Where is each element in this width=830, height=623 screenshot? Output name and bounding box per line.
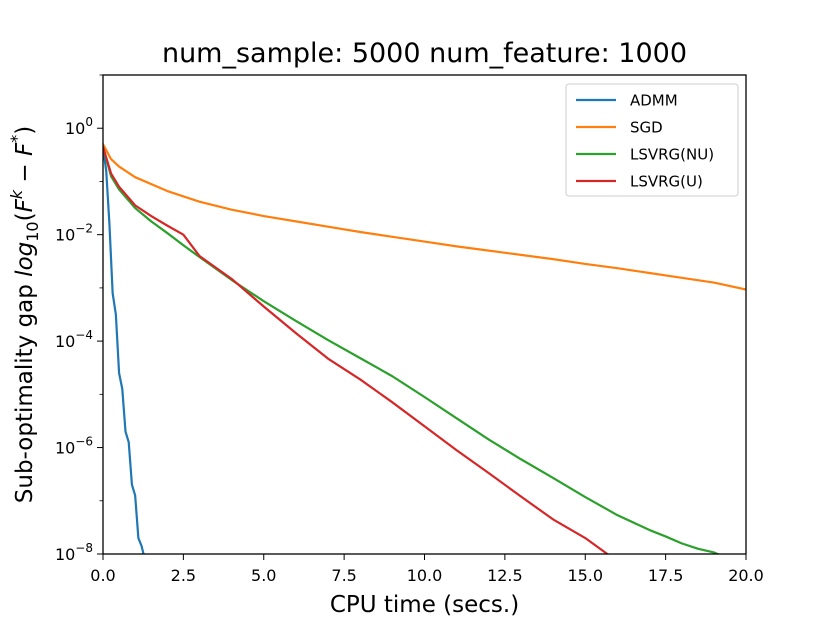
legend-label: SGD: [630, 119, 663, 137]
y-tick-label: 10−6: [55, 435, 93, 458]
legend-label: LSVRG(NU): [630, 146, 714, 164]
legend: ADMM SGD LSVRG(NU) LSVRG(U): [565, 83, 739, 197]
x-axis-label: CPU time (secs.): [330, 592, 519, 618]
y-axis-label-log: log: [12, 242, 38, 277]
series-line-admm: [103, 145, 145, 554]
y-axis-label-close: ): [12, 126, 38, 135]
x-tick-label: 5.0: [251, 566, 276, 585]
y-axis-label: Sub-optimality gap log10(Fk − F*): [7, 126, 42, 503]
x-axis-ticks: 0.0 2.5 5.0 7.5 10.0 12.5 15.0 17.5 20.0: [90, 554, 764, 585]
x-tick-label: 10.0: [407, 566, 443, 585]
legend-label: LSVRG(U): [630, 173, 703, 191]
x-tick-label: 0.0: [90, 566, 115, 585]
series-line-lsvrg-nu: [103, 145, 721, 554]
chart-title: num_sample: 5000 num_feature: 1000: [162, 38, 687, 69]
series-layer: [103, 143, 746, 554]
y-tick-label: 10−8: [55, 541, 93, 564]
series-line-lsvrg-u: [103, 145, 610, 554]
x-tick-label: 20.0: [728, 566, 764, 585]
x-tick-label: 2.5: [171, 566, 196, 585]
y-axis-label-prefix: Sub-optimality gap: [12, 277, 38, 503]
y-axis-label-sup-star: *: [7, 135, 26, 143]
x-tick-label: 15.0: [567, 566, 603, 585]
legend-label: ADMM: [630, 92, 678, 110]
x-tick-label: 17.5: [648, 566, 684, 585]
y-tick-label: 100: [65, 115, 93, 138]
y-axis-ticks: 100 10−2 10−4 10−6 10−8: [55, 74, 103, 564]
series-line-sgd: [103, 143, 746, 291]
x-tick-label: 12.5: [487, 566, 523, 585]
y-tick-label: 10−2: [55, 222, 93, 245]
y-axis-label-open: (: [12, 212, 38, 221]
y-axis-label-sup-k: k: [7, 189, 26, 199]
y-tick-label: 10−4: [55, 328, 93, 351]
y-axis-label-f2: F: [12, 142, 38, 156]
y-axis-label-sub: 10: [23, 221, 42, 241]
y-axis-label-minus: −: [12, 156, 38, 190]
y-axis-label-f1: F: [12, 198, 38, 212]
x-tick-label: 7.5: [331, 566, 356, 585]
legend-box: [565, 83, 739, 197]
